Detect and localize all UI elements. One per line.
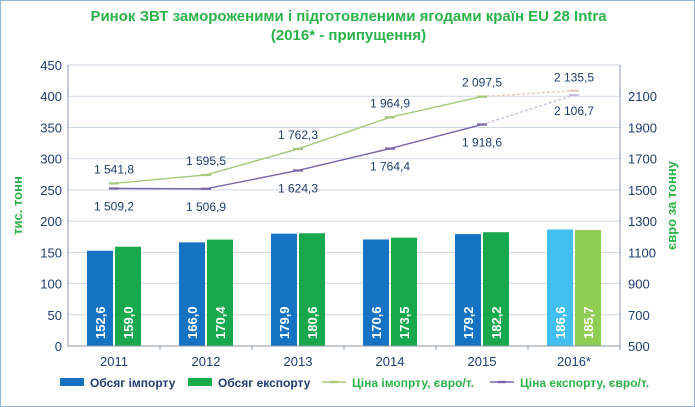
export-price-label: 1 764,4: [370, 160, 410, 174]
x-tick-label: 2016*: [557, 354, 591, 369]
y-right-axis-title: євро за тонну: [664, 160, 679, 250]
export-bar-label: 159,0: [121, 306, 136, 339]
import-price-label: 2 135,5: [554, 71, 594, 85]
price-lines: 1 541,8 1 595,5 1 762,3 1 964,9 2 097,5 2 135…: [94, 71, 594, 214]
legend-import-volume-swatch: [60, 378, 84, 386]
import-bar-label: 166,0: [185, 306, 200, 339]
import-bar: [87, 250, 113, 346]
y-left-tick-label: 250: [40, 183, 62, 198]
x-tick-label: 2013: [284, 354, 313, 369]
y-right-tick-label: 2100: [628, 89, 657, 104]
y-right-tick-label: 1500: [628, 183, 657, 198]
import-bar: [363, 239, 389, 346]
export-bar: [299, 233, 325, 346]
import-bar: [271, 233, 297, 346]
legend-import-volume-label: Обсяг імпорту: [90, 376, 176, 390]
y-left-tick-label: 50: [48, 308, 62, 323]
import-price-label: 1 541,8: [94, 162, 134, 176]
export-bar: [115, 246, 141, 346]
export-price-forecast-segment: [481, 94, 575, 126]
legend: Обсяг імпорту Обсяг експорту Ціна імопрту,…: [60, 376, 649, 390]
import-price-label: 1 595,5: [186, 154, 226, 168]
export-bar-label: 180,6: [305, 306, 320, 339]
y-right-tick-label: 1700: [628, 152, 657, 167]
y-left-tick-label: 450: [40, 58, 62, 73]
y-left-tick-label: 400: [40, 89, 62, 104]
y-left-tick-label: 300: [40, 152, 62, 167]
import-bar: [455, 234, 481, 346]
import-price-label: 2 097,5: [462, 76, 502, 90]
import-bar-label: 179,2: [461, 306, 476, 339]
y-left-tick-label: 350: [40, 120, 62, 135]
x-tick-label: 2014: [376, 354, 405, 369]
legend-import-price-label: Ціна імопрту, євро/т.: [352, 376, 474, 390]
x-tick-label: 2011: [100, 354, 128, 369]
y-right-tick-label: 1100: [628, 245, 656, 260]
import-bar: [547, 229, 573, 346]
legend-export-volume-swatch: [188, 378, 212, 386]
export-bar: [483, 232, 509, 346]
bars: 152,6 166,0 179,9 170,6 179,2 186,6 159,0 170,4…: [87, 229, 601, 346]
chart-subtitle: (2016* - припущення): [270, 27, 427, 44]
y-right-tick-label: 1300: [628, 214, 657, 229]
import-bar-label: 186,6: [553, 306, 568, 339]
import-bar-label: 170,6: [369, 306, 384, 339]
import-bar-label: 152,6: [93, 306, 108, 339]
y-right-tick-label: 500: [628, 339, 650, 354]
y-left-tick-label: 200: [40, 214, 62, 229]
export-bar-label: 170,4: [213, 306, 228, 339]
import-price-forecast-segment: [481, 89, 575, 98]
x-tick-label: 2012: [192, 354, 221, 369]
export-bar-label: 182,2: [489, 306, 504, 339]
legend-export-price-label: Ціна експорту, євро/т.: [520, 376, 649, 390]
export-price-label: 1 918,6: [462, 136, 502, 150]
y-right-tick-label: 700: [628, 308, 650, 323]
import-bar-label: 179,9: [277, 306, 292, 339]
export-price-label: 1 509,2: [94, 199, 134, 213]
export-price-label: 1 624,3: [278, 181, 318, 195]
export-bar-label: 185,7: [581, 306, 596, 339]
y-left-tick-label: 0: [55, 339, 62, 354]
y-left-axis-title: тис. тонн: [10, 176, 25, 235]
import-price-label: 1 964,9: [370, 96, 410, 110]
axes: 0 50 100 150 200 250 300 350 400 450 500 700 900 1100…: [10, 58, 679, 369]
y-right-tick-label: 900: [628, 277, 650, 292]
import-bar: [179, 242, 205, 346]
export-bar: [391, 237, 417, 346]
y-right-tick-label: 1900: [628, 120, 657, 135]
y-left-tick-label: 150: [40, 245, 62, 260]
gridlines: [68, 64, 620, 347]
y-left-tick-label: 100: [40, 277, 62, 292]
import-price-label: 1 762,3: [278, 128, 318, 142]
x-tick-label: 2015: [468, 354, 497, 369]
export-price-label: 2 106,7: [554, 104, 594, 118]
export-price-label: 1 506,9: [186, 200, 226, 214]
export-bar: [575, 230, 601, 346]
chart-title: Ринок ЗВТ замороженими і підготовленими …: [90, 8, 607, 25]
chart-title-block: Ринок ЗВТ замороженими і підготовленими …: [1, 7, 695, 45]
legend-export-volume-label: Обсяг експорту: [218, 376, 311, 390]
export-bar: [207, 239, 233, 346]
export-bar-label: 173,5: [397, 306, 412, 339]
